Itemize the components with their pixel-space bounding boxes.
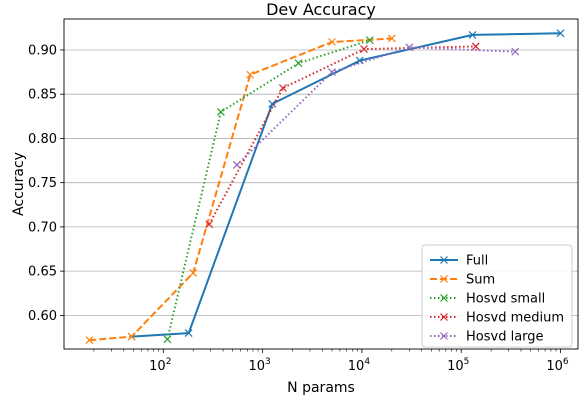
data-point-hosvd-large [328,68,336,77]
data-point-full [184,329,193,337]
data-point-hosvd-small [294,59,303,68]
series-line-hosvd-small [166,39,371,340]
y-axis-label: Accuracy [11,152,27,216]
x-tick-label: 106 [546,357,569,374]
data-point-sum [387,34,396,43]
y-tick-label: 0.90 [28,43,57,58]
legend-label-hosvd-large: Hosvd large [466,330,544,345]
legend-marker-hosvd-large [440,332,448,340]
data-point-full [268,100,277,108]
x-tick-label: 104 [348,357,371,374]
legend: Full Sum Hosvd small Hosvd medium Hosvd larg… [421,244,573,348]
data-point-sum [246,70,255,79]
data-point-hosvd-medium [360,45,368,54]
data-point-full [556,29,565,38]
series-line-sum [89,37,392,342]
axis-ticks: 0.60 0.65 0.70 0.75 0.80 0.85 0.90 102 103 104 105… [28,43,569,374]
data-point-hosvd-medium [205,220,214,229]
data-point-hosvd-small [216,107,225,116]
series-line-full [131,32,561,338]
series-layer [85,29,565,345]
data-point-sum [328,38,336,46]
legend-marker-hosvd-medium [440,313,448,321]
x-tick-label: 103 [248,357,270,374]
y-tick-label: 0.60 [28,309,57,324]
y-tick-label: 0.80 [28,132,57,147]
y-tick-label: 0.85 [28,88,57,103]
legend-label-sum: Sum [466,273,495,288]
data-point-hosvd-medium [471,42,480,51]
x-tick-label: 102 [149,357,171,374]
legend-label-full: Full [466,254,488,269]
legend-marker-full [440,256,448,264]
data-point-full [468,31,477,39]
data-point-hosvd-medium [278,84,287,92]
legend-label-hosvd-small: Hosvd small [466,292,545,307]
y-tick-label: 0.65 [28,265,57,280]
data-point-hosvd-small [365,36,374,45]
data-point-sum [189,268,198,277]
data-point-hosvd-large [405,43,414,52]
data-point-sum [85,336,94,345]
series-line-hosvd-large [236,46,516,166]
data-point-hosvd-large [232,161,241,169]
data-point-hosvd-small [163,335,172,344]
plot-frame [63,18,579,350]
legend-label-hosvd-medium: Hosvd medium [466,311,564,326]
x-tick-label: 105 [447,357,469,374]
chart-title: Dev Accuracy [266,0,376,19]
data-point-hosvd-large [511,47,520,56]
y-tick-label: 0.75 [28,176,57,191]
legend-box [421,244,573,348]
grid-lines [64,49,578,316]
x-axis-label: N params [287,380,355,396]
legend-marker-hosvd-small [440,294,448,302]
legend-marker-sum [440,275,448,283]
data-point-sum [127,332,136,341]
y-tick-label: 0.70 [28,220,57,235]
